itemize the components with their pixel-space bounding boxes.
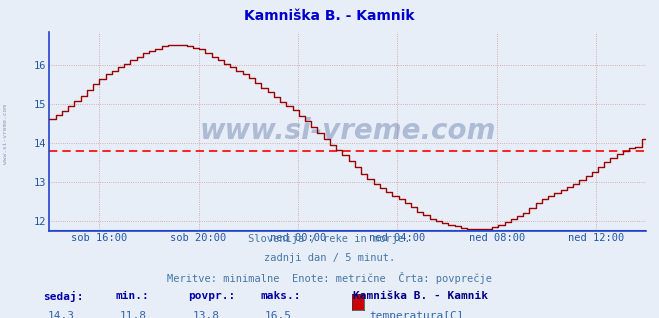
Text: 11,8: 11,8 [120,311,147,318]
Text: 14,3: 14,3 [47,311,74,318]
Text: zadnji dan / 5 minut.: zadnji dan / 5 minut. [264,253,395,263]
Text: sedaj:: sedaj: [43,291,83,302]
Text: Slovenija / reke in morje.: Slovenija / reke in morje. [248,234,411,244]
Text: temperatura[C]: temperatura[C] [369,311,463,318]
Text: povpr.:: povpr.: [188,291,235,301]
Text: maks.:: maks.: [260,291,301,301]
Text: min.:: min.: [115,291,149,301]
Text: Meritve: minimalne  Enote: metrične  Črta: povprečje: Meritve: minimalne Enote: metrične Črta:… [167,272,492,284]
Text: 13,8: 13,8 [192,311,219,318]
Text: www.si-vreme.com: www.si-vreme.com [200,117,496,145]
Text: Kamniška B. - Kamnik: Kamniška B. - Kamnik [244,9,415,23]
Text: 16,5: 16,5 [265,311,292,318]
Text: Kamniška B. - Kamnik: Kamniška B. - Kamnik [353,291,488,301]
Text: www.si-vreme.com: www.si-vreme.com [3,104,8,163]
